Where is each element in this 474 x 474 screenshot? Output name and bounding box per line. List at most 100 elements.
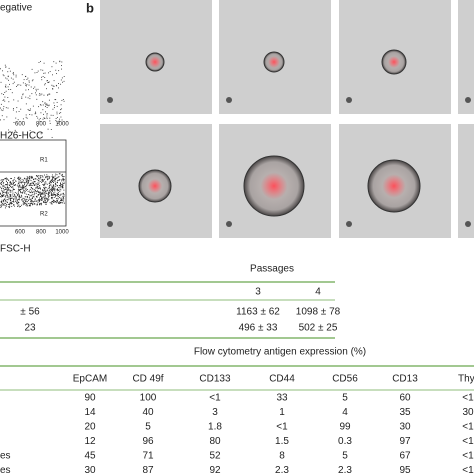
dot [32, 188, 34, 190]
dot [52, 88, 54, 89]
dot [12, 78, 14, 80]
dot [31, 202, 32, 204]
dot [58, 202, 60, 204]
table-cell: 8 [279, 451, 285, 462]
dot [26, 78, 28, 80]
dot [53, 176, 54, 178]
dot [17, 203, 19, 205]
dot [52, 186, 54, 188]
dot [46, 118, 48, 120]
dot [28, 198, 30, 200]
dot [39, 200, 40, 202]
dot [26, 179, 28, 181]
dot [0, 192, 1, 194]
dot [57, 189, 59, 191]
dot [31, 191, 33, 193]
dot [38, 178, 40, 180]
dot [56, 174, 58, 176]
dot [27, 201, 29, 203]
dot [35, 94, 37, 96]
dot [54, 193, 55, 195]
dot [13, 201, 15, 203]
dot [55, 173, 57, 175]
table-cell: 2.3 [275, 465, 289, 474]
dot [29, 176, 31, 178]
dot [39, 202, 41, 204]
flow-plots [0, 60, 67, 227]
dot [57, 198, 59, 200]
dot [39, 175, 41, 177]
dot [28, 179, 30, 181]
dot [18, 179, 20, 181]
dot [22, 197, 24, 199]
dot [42, 192, 44, 194]
dot [24, 192, 26, 194]
gate-label: R1 [40, 158, 48, 164]
dot [33, 87, 35, 89]
dot [2, 108, 4, 110]
dot [18, 183, 20, 185]
dot [36, 190, 38, 192]
dot [9, 193, 11, 195]
dot [23, 192, 25, 194]
dot [24, 181, 26, 183]
dot [10, 182, 12, 184]
dot [18, 199, 20, 200]
dot [4, 207, 6, 209]
dot [1, 192, 3, 194]
dot [34, 185, 35, 186]
dot [40, 188, 41, 190]
dot [25, 179, 27, 181]
dot [58, 87, 59, 89]
dot [2, 196, 4, 198]
dot [8, 101, 10, 103]
dot [23, 186, 25, 188]
dot [41, 197, 43, 199]
dot [12, 190, 14, 192]
axis-label: FSC-H [0, 244, 31, 255]
dot [34, 178, 36, 180]
dot [18, 202, 20, 204]
fluorescence [382, 174, 406, 198]
dot [30, 198, 31, 200]
dot [5, 191, 7, 193]
dot [32, 203, 34, 205]
dot [50, 195, 52, 197]
dot [26, 199, 28, 201]
dot [3, 189, 5, 191]
dot [4, 178, 6, 180]
dot [21, 195, 23, 197]
dot [10, 203, 12, 204]
dot [27, 189, 28, 190]
dot [60, 83, 62, 85]
dot [36, 175, 38, 177]
dot [58, 190, 60, 191]
dot [27, 203, 29, 204]
dot [20, 204, 22, 206]
dot [16, 85, 17, 87]
dot [10, 183, 12, 185]
dot [51, 136, 53, 138]
dot [57, 176, 59, 178]
fluorescence [388, 56, 400, 68]
dot [1, 195, 3, 197]
dot [26, 176, 28, 178]
dot [10, 203, 12, 205]
dot [51, 190, 53, 192]
dot [6, 178, 8, 180]
dot [27, 180, 29, 182]
dot [35, 183, 37, 185]
dot [40, 133, 42, 135]
dot [42, 176, 44, 178]
dot [49, 120, 51, 122]
dot [51, 198, 53, 200]
dot [1, 115, 3, 117]
dot [0, 107, 1, 109]
dot [4, 64, 6, 66]
dot [36, 195, 38, 197]
dot [57, 180, 59, 182]
dot [15, 196, 17, 198]
table-cell: 95 [399, 465, 411, 474]
dot [25, 196, 27, 198]
table-cell: 0.3 [338, 436, 352, 447]
